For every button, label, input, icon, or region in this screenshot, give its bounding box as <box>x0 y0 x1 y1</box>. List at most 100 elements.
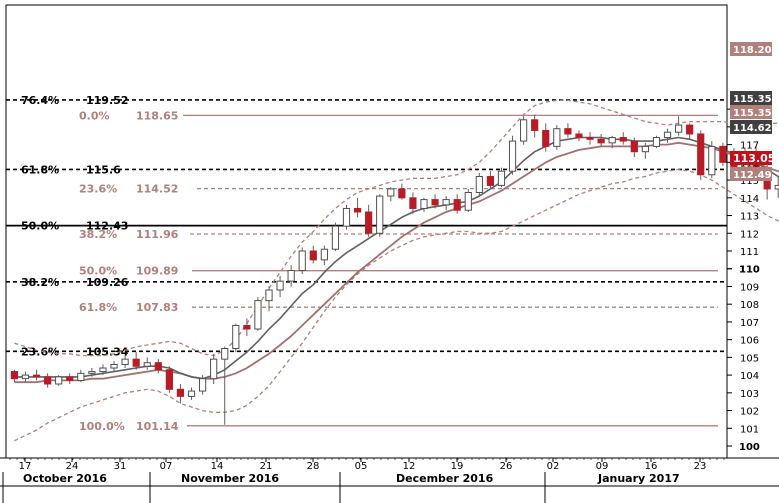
y-tick-label-107: 107 <box>740 318 759 329</box>
fib-minor-pct-5: 100.0% <box>79 420 125 433</box>
fib-minor-value-4: 107.83 <box>136 301 178 314</box>
fib-minor-value-2: 111.96 <box>136 228 179 241</box>
candle-body-51 <box>575 133 583 139</box>
candle-body-18 <box>210 358 218 380</box>
y-tick-label-108: 108 <box>740 300 759 311</box>
candle-body-12 <box>143 362 151 367</box>
fib-major-pct-3: 38.2% <box>21 276 59 289</box>
month-label-3: January 2017 <box>597 472 680 485</box>
candle-body-45 <box>508 140 517 172</box>
fib-major-value-1: 115.6 <box>86 163 121 176</box>
y-tick-label-109: 109 <box>740 282 759 293</box>
candle-body-41 <box>464 191 472 211</box>
candle-body-63 <box>708 145 716 176</box>
y-tick-label-111: 111 <box>740 247 759 258</box>
fib-minor-pct-2: 38.2% <box>79 228 117 241</box>
fib-major-pct-0: 76.4% <box>21 94 59 107</box>
price-tag-label-4: 113.05 <box>733 152 775 165</box>
x-tick-label-9: 19 <box>451 461 464 472</box>
fib-minor-pct-0: 0.0% <box>79 109 110 122</box>
candle-body-19 <box>221 348 229 360</box>
price-tag-label-2: 115.35 <box>733 108 772 119</box>
candle-body-55 <box>619 137 627 142</box>
candle-body-9 <box>110 363 118 369</box>
candle-body-31 <box>353 207 362 213</box>
price-tag-bg-2 <box>730 105 772 119</box>
candle-body-56 <box>630 140 638 153</box>
x-tick-label-1: 24 <box>66 461 79 472</box>
x-tick-label-14: 23 <box>694 461 707 472</box>
y-tick-label-104: 104 <box>740 371 759 382</box>
candle-body-17 <box>198 378 207 392</box>
price-tag-label-1: 115.35 <box>733 94 772 105</box>
x-tick-label-11: 02 <box>547 461 560 472</box>
candle-body-5 <box>66 376 74 381</box>
x-tick-label-12: 09 <box>596 461 609 472</box>
candle-body-53 <box>597 138 605 144</box>
candle-body-20 <box>232 324 240 350</box>
candle-body-33 <box>376 195 384 234</box>
y-tick-label-113: 113 <box>740 212 759 223</box>
month-label-2: December 2016 <box>396 472 494 485</box>
sma-slow-line <box>14 141 779 384</box>
month-label-1: November 2016 <box>181 472 279 485</box>
candle-body-21 <box>243 324 251 330</box>
candle-body-37 <box>420 199 428 209</box>
x-tick-label-4: 14 <box>211 461 224 472</box>
x-tick-label-5: 21 <box>260 461 273 472</box>
candle-body-49 <box>553 128 561 147</box>
candle-body-42 <box>475 176 483 193</box>
candle-body-39 <box>442 199 450 206</box>
fib-major-pct-4: 23.6% <box>21 345 59 358</box>
y-tick-label-106: 106 <box>740 336 759 347</box>
candle-body-3 <box>44 376 52 385</box>
band-upper-line <box>14 99 779 357</box>
candle-body-47 <box>531 119 539 131</box>
candle-body-1 <box>21 374 30 380</box>
candle-body-11 <box>132 358 140 367</box>
band-lower-line <box>14 168 779 442</box>
candle-body-57 <box>641 145 649 153</box>
price-tag-bg-4 <box>730 151 772 165</box>
y-tick-label-117: 117 <box>740 141 759 152</box>
x-tick-label-0: 17 <box>19 461 32 472</box>
candle-body-46 <box>520 119 528 142</box>
candle-body-64 <box>719 145 727 163</box>
price-tag-bg-0 <box>730 42 772 56</box>
y-tick-label-114: 114 <box>740 194 759 205</box>
x-tick-label-2: 31 <box>114 461 127 472</box>
y-tick-label-103: 103 <box>740 389 759 400</box>
candle-body-62 <box>697 133 705 176</box>
candle-body-43 <box>486 176 495 186</box>
candle-body-54 <box>608 137 616 144</box>
y-tick-label-112: 112 <box>740 229 759 240</box>
candle-body-15 <box>176 388 185 397</box>
fib-minor-value-0: 118.65 <box>136 109 178 122</box>
candle-body-14 <box>165 369 173 390</box>
candle-body-60 <box>675 124 683 133</box>
fib-minor-pct-1: 23.6% <box>79 183 117 196</box>
fib-major-pct-1: 61.8% <box>21 163 59 176</box>
fib-minor-pct-4: 61.8% <box>79 301 117 314</box>
candle-body-10 <box>121 358 129 365</box>
candle-body-4 <box>55 376 63 385</box>
candle-body-29 <box>331 225 340 250</box>
candle-body-13 <box>154 362 162 371</box>
candle-body-8 <box>99 367 107 373</box>
price-tag-bg-1 <box>730 91 772 105</box>
fib-major-value-4: 105.34 <box>86 345 129 358</box>
candle-body-50 <box>564 128 572 135</box>
x-tick-label-6: 28 <box>307 461 320 472</box>
month-label-0: October 2016 <box>23 472 107 485</box>
price-tag-bg-5 <box>730 167 772 181</box>
fib-minor-value-1: 114.52 <box>136 183 178 196</box>
y-tick-label-110: 110 <box>740 265 759 276</box>
fib-minor-value-5: 101.14 <box>136 420 179 433</box>
fib-major-value-3: 109.26 <box>86 276 129 289</box>
candle-body-7 <box>88 371 96 374</box>
x-tick-label-13: 16 <box>645 461 658 472</box>
candle-body-44 <box>497 170 506 186</box>
price-tag-label-5: 112.49 <box>733 170 772 181</box>
